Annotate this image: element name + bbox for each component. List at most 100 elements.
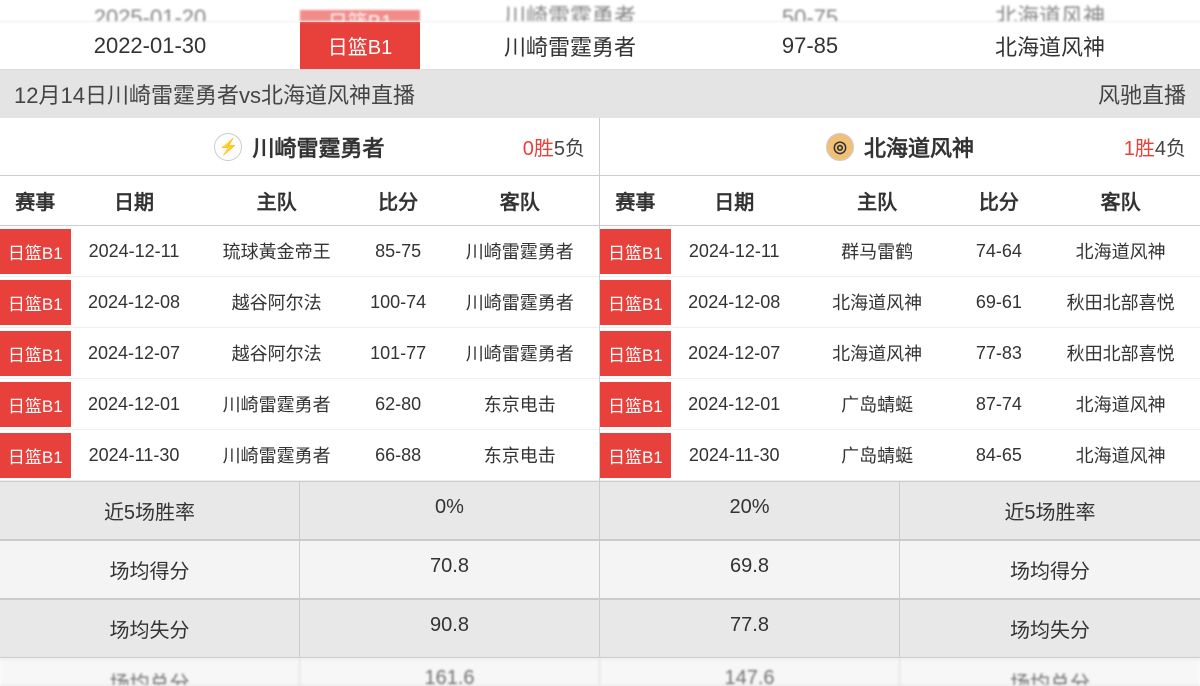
team-record: 0胜5负 — [523, 132, 585, 161]
match-date: 2024-11-30 — [71, 430, 198, 481]
match-home: 北海道风神 — [798, 328, 957, 379]
stats-row: 场均总分161.6147.6场均总分 — [0, 658, 1200, 686]
match-row[interactable]: 日篮B12024-12-01川崎雷霆勇者62-80东京电击 — [0, 379, 599, 430]
stats-value-right: 147.6 — [600, 659, 900, 685]
h2h-away: 北海道风神 — [900, 30, 1200, 62]
match-score: 100-74 — [356, 277, 441, 328]
stats-label-right: 近5场胜率 — [900, 482, 1200, 539]
match-away: 川崎雷霆勇者 — [440, 277, 599, 328]
match-date: 2024-12-01 — [71, 379, 198, 430]
section-title-bar: 12月14日川崎雷霆勇者vs北海道风神直播 风驰直播 — [0, 70, 1200, 118]
league-badge: 日篮B1 — [300, 10, 420, 22]
match-away: 秋田北部喜悦 — [1041, 328, 1200, 379]
col-away: 客队 — [1041, 176, 1200, 226]
match-score: 62-80 — [356, 379, 441, 430]
match-row[interactable]: 日篮B12024-12-11琉球黃金帝王85-75川崎雷霆勇者 — [0, 226, 599, 277]
team-logo-icon: ◎ — [826, 133, 854, 161]
stats-value-right: 77.8 — [600, 600, 900, 657]
match-league: 日篮B1 — [0, 328, 71, 379]
match-score: 84-65 — [957, 430, 1042, 481]
match-date: 2024-12-08 — [671, 277, 798, 328]
match-league: 日篮B1 — [0, 226, 71, 277]
match-date: 2024-11-30 — [671, 430, 798, 481]
match-league: 日篮B1 — [600, 430, 671, 481]
h2h-row[interactable]: 2022-01-30日篮B1川崎雷霆勇者97-85北海道风神 — [0, 22, 1200, 70]
match-date: 2024-12-07 — [71, 328, 198, 379]
match-row[interactable]: 日篮B12024-12-07北海道风神77-83秋田北部喜悦 — [600, 328, 1200, 379]
stats-label-right: 场均总分 — [900, 659, 1200, 685]
match-score: 77-83 — [957, 328, 1042, 379]
match-league: 日篮B1 — [600, 379, 671, 430]
stats-label-left: 场均总分 — [0, 659, 300, 685]
match-date: 2024-12-08 — [71, 277, 198, 328]
match-row[interactable]: 日篮B12024-11-30广岛蜻蜓84-65北海道风神 — [600, 430, 1200, 481]
h2h-home: 川崎雷霆勇者 — [420, 30, 720, 62]
match-score: 74-64 — [957, 226, 1042, 277]
stats-value-right: 69.8 — [600, 541, 900, 598]
stream-title: 12月14日川崎雷霆勇者vs北海道风神直播 — [14, 78, 415, 110]
team-name: 北海道风神 — [864, 131, 974, 163]
h2h-score: 97-85 — [720, 33, 900, 59]
match-home: 广岛蜻蜓 — [798, 430, 957, 481]
col-league: 赛事 — [600, 176, 671, 226]
match-date: 2024-12-11 — [71, 226, 198, 277]
match-date: 2024-12-01 — [671, 379, 798, 430]
recent-matches-table: 赛事日期主队比分客队日篮B12024-12-11琉球黃金帝王85-75川崎雷霆勇… — [0, 176, 599, 481]
match-away: 川崎雷霆勇者 — [440, 226, 599, 277]
league-badge: 日篮B1 — [300, 22, 420, 69]
match-league: 日篮B1 — [600, 226, 671, 277]
stats-row: 近5场胜率0%20%近5场胜率 — [0, 481, 1200, 540]
col-home: 主队 — [798, 176, 957, 226]
match-home: 琉球黃金帝王 — [197, 226, 356, 277]
recent-matches-table: 赛事日期主队比分客队日篮B12024-12-11群马雷鹤74-64北海道风神日篮… — [600, 176, 1200, 481]
stats-value-left: 90.8 — [300, 600, 600, 657]
match-league: 日篮B1 — [600, 277, 671, 328]
match-home: 川崎雷霆勇者 — [197, 430, 356, 481]
match-row[interactable]: 日篮B12024-12-01广岛蜻蜓87-74北海道风神 — [600, 379, 1200, 430]
col-date: 日期 — [71, 176, 198, 226]
team-record: 1胜4负 — [1124, 132, 1186, 161]
match-score: 87-74 — [957, 379, 1042, 430]
h2h-score: 50-75 — [720, 5, 900, 22]
stats-label-left: 场均得分 — [0, 541, 300, 598]
match-row[interactable]: 日篮B12024-12-07越谷阿尔法101-77川崎雷霆勇者 — [0, 328, 599, 379]
team-header: ⚡川崎雷霆勇者0胜5负 — [0, 118, 599, 176]
match-date: 2024-12-07 — [671, 328, 798, 379]
team-header: ◎ 北海道风神 1胜4负 — [600, 118, 1200, 176]
stream-source[interactable]: 风驰直播 — [1098, 78, 1186, 110]
match-home: 川崎雷霆勇者 — [197, 379, 356, 430]
stats-label-right: 场均得分 — [900, 541, 1200, 598]
match-away: 北海道风神 — [1041, 430, 1200, 481]
match-home: 北海道风神 — [798, 277, 957, 328]
col-date: 日期 — [671, 176, 798, 226]
match-row[interactable]: 日篮B12024-12-11群马雷鹤74-64北海道风神 — [600, 226, 1200, 277]
match-date: 2024-12-11 — [671, 226, 798, 277]
h2h-row[interactable]: 2025-01-20日篮B1川崎雷霆勇者50-75北海道风神 — [0, 0, 1200, 22]
table-header-row: 赛事日期主队比分客队 — [0, 176, 599, 226]
match-away: 川崎雷霆勇者 — [440, 328, 599, 379]
stats-label-right: 场均失分 — [900, 600, 1200, 657]
match-away: 秋田北部喜悦 — [1041, 277, 1200, 328]
stats-row: 场均得分70.869.8场均得分 — [0, 540, 1200, 599]
stats-value-left: 161.6 — [300, 659, 600, 685]
match-league: 日篮B1 — [0, 379, 71, 430]
col-score: 比分 — [356, 176, 441, 226]
match-row[interactable]: 日篮B12024-12-08北海道风神69-61秋田北部喜悦 — [600, 277, 1200, 328]
team-column: ⚡川崎雷霆勇者0胜5负赛事日期主队比分客队日篮B12024-12-11琉球黃金帝… — [0, 118, 600, 481]
stats-value-left: 70.8 — [300, 541, 600, 598]
col-home: 主队 — [197, 176, 356, 226]
match-row[interactable]: 日篮B12024-12-08越谷阿尔法100-74川崎雷霆勇者 — [0, 277, 599, 328]
col-league: 赛事 — [0, 176, 71, 226]
team-column: ◎北海道风神1胜4负赛事日期主队比分客队日篮B12024-12-11群马雷鹤74… — [600, 118, 1200, 481]
team-name: 川崎雷霆勇者 — [252, 131, 384, 163]
stats-label-left: 近5场胜率 — [0, 482, 300, 539]
stats-value-left: 0% — [300, 482, 600, 539]
match-home: 群马雷鹤 — [798, 226, 957, 277]
match-row[interactable]: 日篮B12024-11-30川崎雷霆勇者66-88东京电击 — [0, 430, 599, 481]
stats-row: 场均失分90.877.8场均失分 — [0, 599, 1200, 658]
match-league: 日篮B1 — [0, 430, 71, 481]
col-score: 比分 — [957, 176, 1042, 226]
h2h-date: 2022-01-30 — [0, 33, 300, 59]
match-home: 越谷阿尔法 — [197, 328, 356, 379]
match-score: 69-61 — [957, 277, 1042, 328]
